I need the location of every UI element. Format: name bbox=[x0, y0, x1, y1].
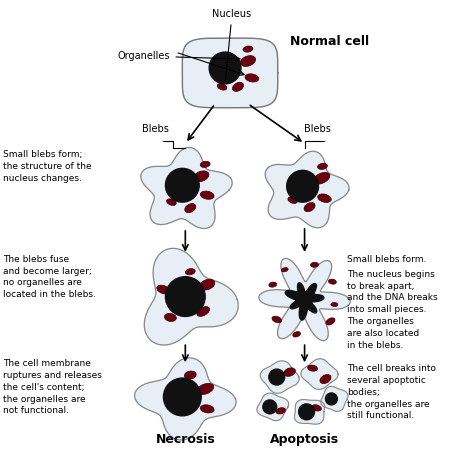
Ellipse shape bbox=[318, 163, 328, 170]
Text: Normal cell: Normal cell bbox=[290, 35, 369, 48]
Ellipse shape bbox=[164, 313, 176, 322]
Ellipse shape bbox=[201, 191, 214, 199]
Polygon shape bbox=[141, 147, 232, 229]
Ellipse shape bbox=[243, 46, 253, 52]
Ellipse shape bbox=[240, 55, 255, 66]
Circle shape bbox=[209, 52, 241, 84]
Ellipse shape bbox=[284, 368, 295, 376]
Polygon shape bbox=[259, 258, 350, 341]
Ellipse shape bbox=[197, 383, 214, 395]
Ellipse shape bbox=[311, 405, 321, 411]
Ellipse shape bbox=[276, 408, 286, 414]
Ellipse shape bbox=[217, 83, 227, 90]
Ellipse shape bbox=[304, 202, 315, 212]
Text: The nucleus begins
to break apart,
and the DNA breaks
into small pieces.
The org: The nucleus begins to break apart, and t… bbox=[347, 270, 438, 350]
Polygon shape bbox=[182, 38, 278, 108]
Ellipse shape bbox=[288, 197, 297, 203]
Text: The cell breaks into
several apoptotic
bodies;
the organelles are
still function: The cell breaks into several apoptotic b… bbox=[347, 364, 436, 420]
Ellipse shape bbox=[201, 161, 210, 167]
Ellipse shape bbox=[318, 194, 331, 202]
Ellipse shape bbox=[197, 307, 210, 316]
Ellipse shape bbox=[157, 285, 170, 294]
Ellipse shape bbox=[185, 269, 195, 275]
Polygon shape bbox=[294, 400, 325, 424]
Ellipse shape bbox=[201, 405, 214, 413]
Polygon shape bbox=[265, 151, 349, 228]
Ellipse shape bbox=[313, 172, 330, 184]
Ellipse shape bbox=[185, 203, 196, 213]
Ellipse shape bbox=[328, 279, 337, 284]
Text: Nucleus: Nucleus bbox=[212, 9, 252, 81]
Circle shape bbox=[165, 276, 205, 317]
Circle shape bbox=[164, 378, 201, 416]
Text: Apoptosis: Apoptosis bbox=[270, 433, 339, 446]
Text: The cell membrane
ruptures and releases
the cell's content;
the organelles are
n: The cell membrane ruptures and releases … bbox=[3, 359, 102, 415]
Ellipse shape bbox=[167, 199, 176, 205]
Ellipse shape bbox=[293, 331, 301, 337]
Text: Necrosis: Necrosis bbox=[155, 433, 215, 446]
Ellipse shape bbox=[269, 282, 277, 287]
Circle shape bbox=[299, 404, 315, 420]
Text: Blebs: Blebs bbox=[304, 124, 331, 133]
Ellipse shape bbox=[200, 279, 215, 290]
Polygon shape bbox=[257, 393, 289, 421]
Circle shape bbox=[269, 369, 285, 385]
Text: Small blebs form.: Small blebs form. bbox=[347, 255, 427, 264]
Polygon shape bbox=[301, 359, 338, 389]
Text: The blebs fuse
and become larger;
no organelles are
located in the blebs.: The blebs fuse and become larger; no org… bbox=[3, 255, 96, 299]
Circle shape bbox=[326, 393, 337, 405]
Ellipse shape bbox=[310, 262, 319, 267]
Circle shape bbox=[263, 400, 277, 414]
Polygon shape bbox=[144, 249, 238, 345]
Polygon shape bbox=[135, 358, 236, 440]
Ellipse shape bbox=[326, 318, 335, 325]
Ellipse shape bbox=[184, 371, 196, 379]
Ellipse shape bbox=[193, 171, 209, 182]
Ellipse shape bbox=[331, 303, 338, 307]
Circle shape bbox=[287, 170, 319, 202]
Ellipse shape bbox=[232, 82, 244, 92]
Polygon shape bbox=[260, 361, 299, 393]
Polygon shape bbox=[321, 387, 348, 411]
Ellipse shape bbox=[281, 267, 288, 272]
Circle shape bbox=[165, 168, 199, 202]
Ellipse shape bbox=[245, 74, 259, 82]
Text: Small blebs form;
the structure of the
nucleus changes.: Small blebs form; the structure of the n… bbox=[3, 151, 92, 183]
Polygon shape bbox=[285, 283, 324, 320]
Text: Blebs: Blebs bbox=[142, 124, 169, 133]
Ellipse shape bbox=[272, 316, 282, 323]
Ellipse shape bbox=[320, 374, 331, 384]
Ellipse shape bbox=[308, 365, 318, 371]
Text: Organelles: Organelles bbox=[118, 51, 240, 61]
